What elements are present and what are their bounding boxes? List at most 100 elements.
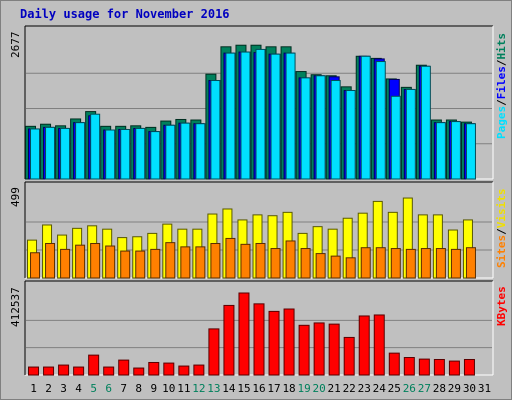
bar-sites-day-19 <box>300 248 311 279</box>
bar-pages-day-20 <box>315 75 326 180</box>
bar-pages-day-13 <box>210 80 221 180</box>
bar-sites-day-25 <box>390 248 401 279</box>
bar-pages-day-2 <box>45 126 56 180</box>
bar-sites-day-12 <box>195 246 206 279</box>
day-label-30: 30 <box>462 382 477 395</box>
bar-pages-day-8 <box>135 127 146 180</box>
day-label-4: 4 <box>75 382 82 395</box>
day-label-7: 7 <box>120 382 128 395</box>
bar-kbytes-day-3 <box>58 364 70 376</box>
bar-sites-day-2 <box>45 242 56 279</box>
series-label-kbytes: KBytes <box>495 286 508 326</box>
day-label-22: 22 <box>342 382 356 395</box>
bar-sites-day-8 <box>135 250 146 279</box>
day-label-10: 10 <box>162 382 176 395</box>
day-label-11: 11 <box>177 382 191 395</box>
bar-kbytes-day-6 <box>103 366 115 376</box>
bar-kbytes-day-9 <box>148 361 160 376</box>
day-label-29: 29 <box>447 382 462 395</box>
bar-pages-day-22 <box>345 90 356 180</box>
bar-sites-day-16 <box>255 242 266 279</box>
day-label-8: 8 <box>135 382 143 395</box>
label-separator: / <box>495 99 508 106</box>
bar-pages-day-5 <box>90 113 101 180</box>
bar-sites-day-23 <box>360 247 371 279</box>
bar-sites-day-9 <box>150 248 161 279</box>
bar-pages-day-14 <box>225 52 236 180</box>
bar-sites-day-13 <box>210 242 221 279</box>
bar-pages-day-16 <box>255 48 266 180</box>
panel-series-label: Sites/Visits <box>495 188 508 268</box>
day-label-21: 21 <box>327 382 341 395</box>
bar-pages-day-17 <box>270 53 281 180</box>
day-label-31: 31 <box>477 382 492 395</box>
panel-max-label: 2677 <box>9 31 22 59</box>
chart-title: Daily usage for November 2016 <box>20 7 230 21</box>
bar-pages-day-24 <box>375 61 386 180</box>
day-label-20: 20 <box>312 382 326 395</box>
bar-pages-day-6 <box>105 129 116 180</box>
panel-series-label: KBytes <box>495 286 508 326</box>
bar-pages-day-26 <box>405 88 416 180</box>
bar-pages-day-15 <box>240 51 251 180</box>
bar-kbytes-day-20 <box>313 322 325 376</box>
bar-sites-day-30 <box>465 247 476 279</box>
day-label-18: 18 <box>282 382 296 395</box>
bar-sites-day-27 <box>420 248 431 279</box>
day-label-12: 12 <box>192 382 206 395</box>
day-label-3: 3 <box>60 382 67 395</box>
day-label-2: 2 <box>45 382 52 395</box>
bar-kbytes-day-29 <box>448 360 460 376</box>
bar-pages-day-21 <box>330 80 341 180</box>
bar-kbytes-day-2 <box>43 366 55 376</box>
day-label-17: 17 <box>267 382 281 395</box>
bar-pages-day-1 <box>30 128 41 180</box>
bar-kbytes-day-11 <box>178 365 190 376</box>
series-label-pages: Pages <box>495 105 508 139</box>
day-label-15: 15 <box>237 382 251 395</box>
day-label-13: 13 <box>207 382 221 395</box>
bar-pages-day-23 <box>360 55 371 180</box>
bar-pages-day-3 <box>60 127 71 180</box>
bar-kbytes-day-13 <box>208 328 220 376</box>
label-separator: / <box>495 227 508 235</box>
series-label-hits: Hits <box>495 32 508 60</box>
bar-sites-day-10 <box>165 242 176 279</box>
bar-sites-day-26 <box>405 248 416 279</box>
day-label-25: 25 <box>387 382 401 395</box>
day-label-6: 6 <box>105 382 112 395</box>
bar-kbytes-day-7 <box>118 359 130 376</box>
bar-pages-day-28 <box>435 122 446 180</box>
day-label-23: 23 <box>357 382 371 395</box>
bar-kbytes-day-27 <box>418 358 430 376</box>
label-separator: / <box>495 59 508 66</box>
bar-pages-day-25 <box>390 95 401 180</box>
day-label-16: 16 <box>252 382 266 395</box>
bar-pages-day-7 <box>120 128 131 180</box>
series-label-sites: Sites <box>495 234 508 268</box>
bar-sites-day-15 <box>240 243 251 279</box>
panel-max-label: 499 <box>9 187 22 207</box>
bar-kbytes-day-19 <box>298 324 310 376</box>
bar-sites-day-24 <box>375 247 386 279</box>
bar-sites-day-28 <box>435 248 446 279</box>
bar-sites-day-17 <box>270 248 281 279</box>
bar-pages-day-9 <box>150 131 161 180</box>
day-label-26: 26 <box>402 382 416 395</box>
bar-sites-day-7 <box>120 250 131 279</box>
bar-kbytes-day-16 <box>253 303 265 376</box>
bar-kbytes-day-21 <box>328 323 340 376</box>
day-label-9: 9 <box>150 382 158 395</box>
bar-kbytes-day-18 <box>283 308 295 376</box>
bar-sites-day-11 <box>180 246 191 279</box>
day-label-24: 24 <box>372 382 386 395</box>
bar-kbytes-day-8 <box>133 367 145 376</box>
day-label-28: 28 <box>432 382 446 395</box>
panel-series-label: Pages/Files/Hits <box>495 33 508 139</box>
day-label-14: 14 <box>222 382 236 395</box>
bar-pages-day-30 <box>465 123 476 180</box>
bar-sites-day-29 <box>450 248 461 279</box>
bar-kbytes-day-23 <box>358 315 370 376</box>
